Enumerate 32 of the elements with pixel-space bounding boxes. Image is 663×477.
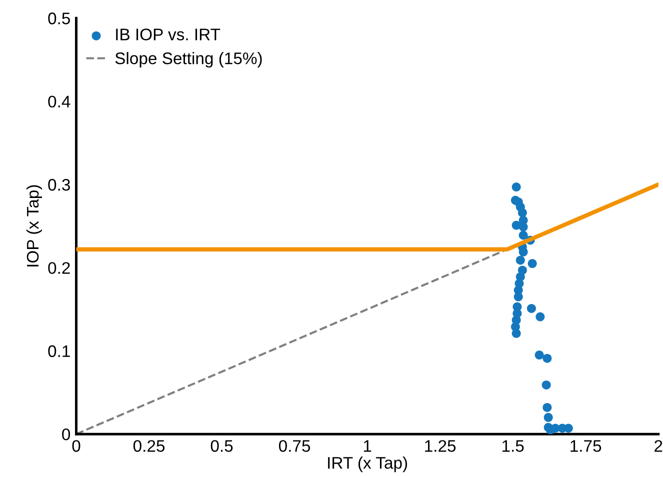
y-tick-label: 0.1 <box>48 345 70 358</box>
point <box>544 412 553 422</box>
point <box>518 208 527 218</box>
y-tick-label: 0.4 <box>48 96 70 108</box>
x-tick-label: 0.75 <box>278 440 310 452</box>
x-tick-label: 2 <box>654 440 662 452</box>
point <box>516 256 525 265</box>
point <box>534 350 544 360</box>
point <box>518 230 528 240</box>
x-tick-label: 0.5 <box>210 440 233 452</box>
y-tick-label: 0.5 <box>48 12 70 24</box>
legend-label: Slope Setting (15%) <box>115 52 262 68</box>
x-tick-label: 0.25 <box>133 440 165 452</box>
x-tick-label: 1.75 <box>570 440 602 452</box>
point <box>536 312 545 322</box>
x-tick-label: 1.25 <box>425 440 456 452</box>
point <box>528 259 537 268</box>
x-tick-label: 0 <box>72 440 80 452</box>
legend-label: IB IOP vs. IRT <box>116 28 220 40</box>
point <box>542 354 552 363</box>
x-tick-label: 1 <box>364 440 372 452</box>
point <box>542 380 551 390</box>
point <box>526 304 536 313</box>
point <box>512 182 521 192</box>
x-tick-label: 1.5 <box>502 440 524 452</box>
y-axis-title: IOP (x Tap) <box>26 185 42 266</box>
y-tick-label: 0 <box>62 428 70 440</box>
point <box>542 402 552 412</box>
x-axis-title: IRT (x Tap) <box>328 456 408 472</box>
point <box>512 328 521 338</box>
y-tick-label: 0.3 <box>48 178 70 191</box>
y-tick-label: 0.2 <box>48 262 70 274</box>
